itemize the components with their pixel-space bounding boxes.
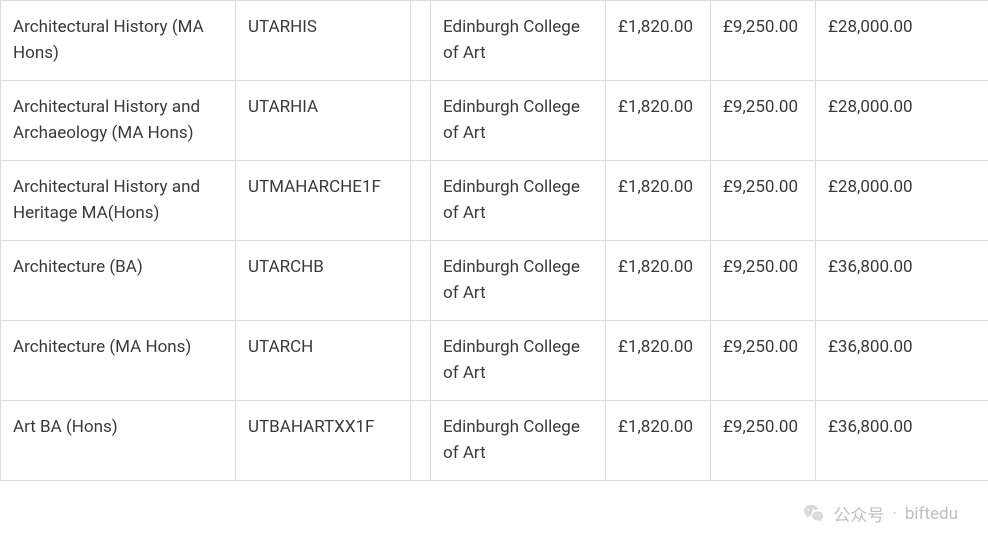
fee3-cell: £36,800.00	[816, 241, 988, 321]
fee3-cell: £28,000.00	[816, 81, 988, 161]
fee1-cell: £1,820.00	[606, 401, 711, 481]
table-row: Architectural History (MA Hons) UTARHIS …	[1, 1, 988, 81]
watermark-separator: ·	[892, 504, 896, 524]
fee2-cell: £9,250.00	[711, 81, 816, 161]
code-cell: UTBAHARTXX1F	[236, 401, 411, 481]
courses-table: Architectural History (MA Hons) UTARHIS …	[0, 0, 988, 481]
college-cell: Edinburgh College of Art	[431, 161, 606, 241]
table-row: Art BA (Hons) UTBAHARTXX1F Edinburgh Col…	[1, 401, 988, 481]
college-cell: Edinburgh College of Art	[431, 321, 606, 401]
fee1-cell: £1,820.00	[606, 81, 711, 161]
blank-cell	[411, 321, 431, 401]
fee2-cell: £9,250.00	[711, 321, 816, 401]
blank-cell	[411, 161, 431, 241]
fee3-cell: £28,000.00	[816, 1, 988, 81]
fee1-cell: £1,820.00	[606, 321, 711, 401]
program-cell: Architecture (BA)	[1, 241, 236, 321]
blank-cell	[411, 401, 431, 481]
fee3-cell: £36,800.00	[816, 321, 988, 401]
college-cell: Edinburgh College of Art	[431, 81, 606, 161]
watermark-prefix: 公众号	[833, 501, 884, 526]
watermark: 公众号 · biftedu	[803, 501, 958, 526]
code-cell: UTARHIA	[236, 81, 411, 161]
code-cell: UTMAHARCHE1F	[236, 161, 411, 241]
table-row: Architecture (MA Hons) UTARCH Edinburgh …	[1, 321, 988, 401]
table-body: Architectural History (MA Hons) UTARHIS …	[1, 1, 988, 481]
college-cell: Edinburgh College of Art	[431, 401, 606, 481]
program-cell: Architectural History and Archaeology (M…	[1, 81, 236, 161]
watermark-name: biftedu	[905, 504, 958, 524]
program-cell: Architecture (MA Hons)	[1, 321, 236, 401]
fee3-cell: £28,000.00	[816, 161, 988, 241]
table-row: Architectural History and Heritage MA(Ho…	[1, 161, 988, 241]
code-cell: UTARCHB	[236, 241, 411, 321]
fee1-cell: £1,820.00	[606, 161, 711, 241]
fee1-cell: £1,820.00	[606, 1, 711, 81]
blank-cell	[411, 1, 431, 81]
table-row: Architecture (BA) UTARCHB Edinburgh Coll…	[1, 241, 988, 321]
code-cell: UTARCH	[236, 321, 411, 401]
fee2-cell: £9,250.00	[711, 161, 816, 241]
blank-cell	[411, 241, 431, 321]
table-row: Architectural History and Archaeology (M…	[1, 81, 988, 161]
blank-cell	[411, 81, 431, 161]
program-cell: Architectural History (MA Hons)	[1, 1, 236, 81]
code-cell: UTARHIS	[236, 1, 411, 81]
program-cell: Art BA (Hons)	[1, 401, 236, 481]
program-cell: Architectural History and Heritage MA(Ho…	[1, 161, 236, 241]
wechat-icon	[803, 503, 825, 525]
college-cell: Edinburgh College of Art	[431, 241, 606, 321]
fee1-cell: £1,820.00	[606, 241, 711, 321]
fee2-cell: £9,250.00	[711, 401, 816, 481]
college-cell: Edinburgh College of Art	[431, 1, 606, 81]
fee2-cell: £9,250.00	[711, 1, 816, 81]
fee2-cell: £9,250.00	[711, 241, 816, 321]
fee3-cell: £36,800.00	[816, 401, 988, 481]
